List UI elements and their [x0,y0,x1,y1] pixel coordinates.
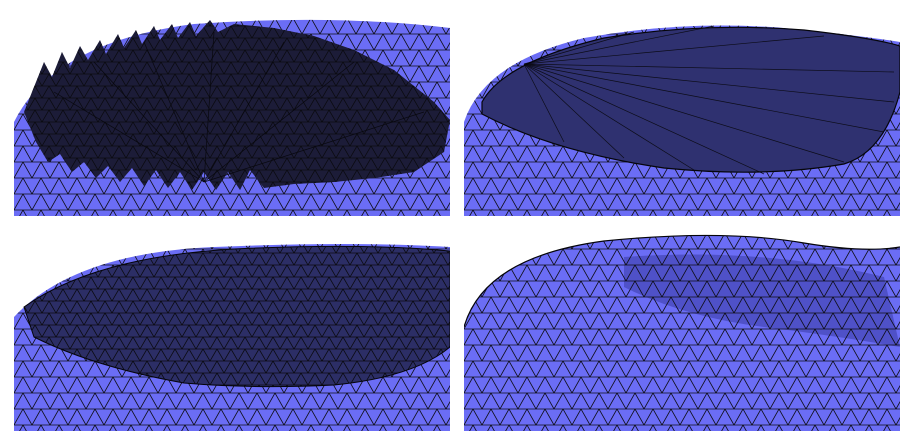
mesh-panel-2 [464,2,900,216]
mesh-panel-1 [14,2,450,216]
mesh-render-4 [464,234,900,431]
mesh-render-2 [464,25,900,216]
mesh-render-1 [14,19,450,216]
mesh-render-3 [14,244,450,431]
mesh-panel-3 [14,217,450,431]
mesh-panel-4 [464,217,900,431]
